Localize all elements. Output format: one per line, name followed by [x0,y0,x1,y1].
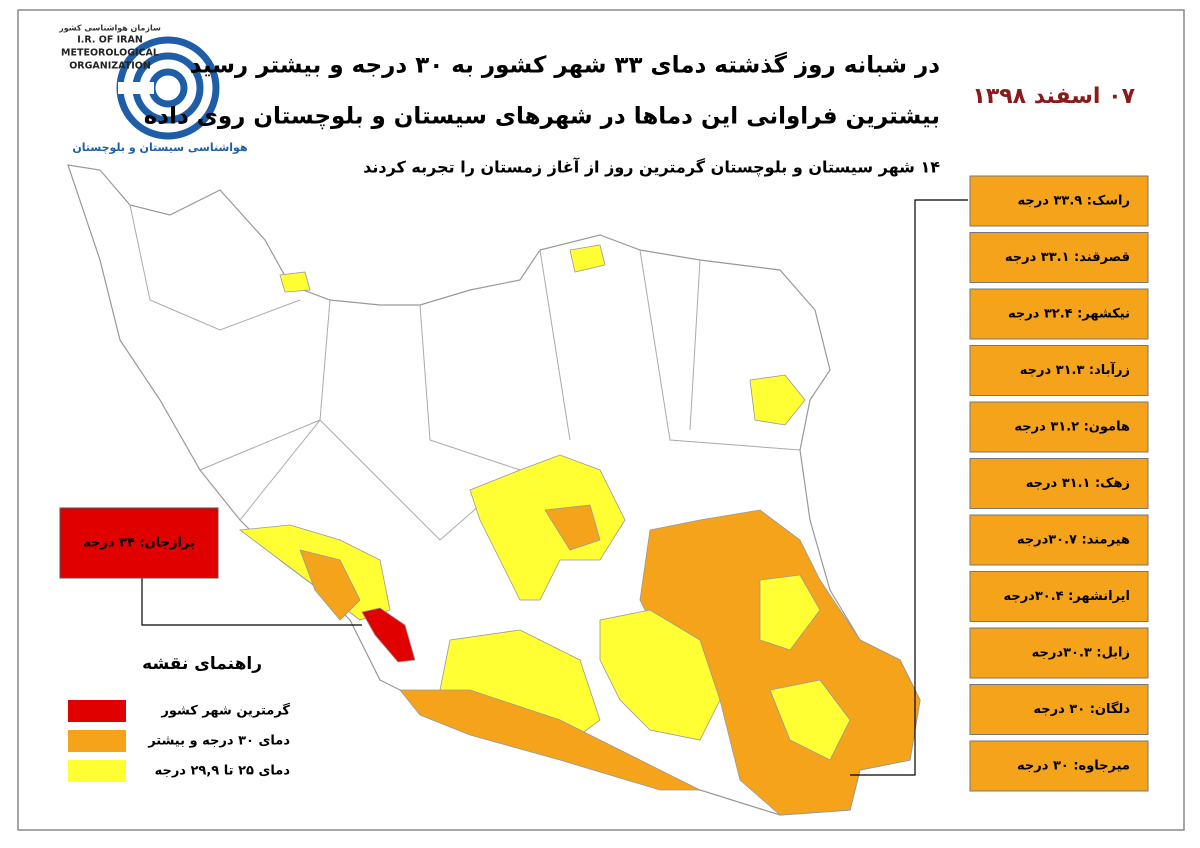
city-label: هامون: ۳۱.۲ درجه [1014,420,1130,435]
logo-text: I.R. OF IRAN [77,35,143,46]
logo-text: METEOROLOGICAL [61,48,159,59]
headline: در شبانه روز گذشته دمای ۳۳ شهر کشور به ۳… [190,52,941,79]
city-label: هیرمند: ۳۰.۷درجه [1017,533,1130,548]
map-region [399,689,701,791]
map-region [361,607,416,663]
map-region [769,679,851,761]
date: ۰۷ اسفند ۱۳۹۸ [972,84,1135,109]
hottest-box [59,507,219,579]
subheadline: ۱۴ شهر سیستان و بلوچستان گرمترین روز از … [363,157,940,178]
city-box [969,740,1149,792]
logo-org: سازمان هواشناسی کشور [58,24,161,33]
city-label: قصرقند: ۳۳.۱ درجه [1005,250,1130,265]
city-box [969,458,1149,509]
city-box [969,684,1149,735]
city-box [969,571,1149,622]
logo-gap [118,82,154,94]
hottest-label: برازجان: ۳۴ درجه [83,536,195,551]
map-region [599,609,721,741]
city-box [969,232,1149,283]
map-region [469,454,626,601]
legend-label: دمای ۳۰ درجه و بیشتر [147,734,290,749]
map-region [749,374,806,426]
city-label: زابل: ۳۰.۳درجه [1032,646,1130,661]
legend-label: دمای ۲۵ تا ۲۹,۹ درجه [155,764,291,779]
map-region [279,271,311,293]
city-label: زهک: ۳۱.۱ درجه [1026,476,1130,491]
map-region [544,504,601,551]
city-box [969,401,1149,453]
city-box [969,514,1149,566]
legend-swatch [68,700,126,722]
legend-swatch [68,730,126,752]
connector [141,578,362,626]
logo-office: هواشناسی سیستان و بلوچستان [72,141,247,154]
city-box [969,288,1149,340]
legend-swatch [68,760,126,782]
city-box [969,175,1149,227]
city-label: دلگان: ۳۰ درجه [1033,701,1130,717]
city-label: میرجاوه: ۳۰ درجه [1017,759,1130,774]
legend-title: راهنمای نقشه [142,654,262,674]
city-label: راسک: ۳۳.۹ درجه [1018,194,1130,209]
map-region [569,244,606,273]
city-box [969,345,1149,396]
logo-text: ORGANIZATION [69,61,151,72]
map [67,164,921,816]
connector [850,199,968,776]
map-region [759,574,821,651]
city-label: ایرانشهر: ۳۰.۴درجه [1003,589,1130,604]
map-region [299,549,361,621]
province-borders [129,204,801,541]
headline: بیشترین فراوانی این دماها در شهرهای سیست… [144,104,940,130]
city-label: نیکشهر: ۳۲.۴ درجه [1008,307,1130,322]
legend-label: گرمترین شهر کشور [160,703,290,719]
city-box [969,627,1149,679]
city-label: زرآباد: ۳۱.۳ درجه [1020,361,1130,378]
